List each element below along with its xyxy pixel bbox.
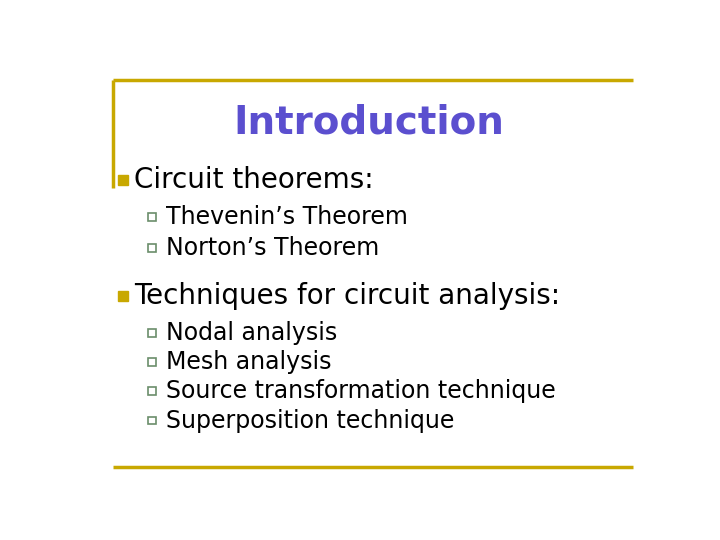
Text: Techniques for circuit analysis:: Techniques for circuit analysis: [134,282,560,310]
Bar [148,417,156,424]
Text: Superposition technique: Superposition technique [166,409,454,433]
Text: Norton’s Theorem: Norton’s Theorem [166,236,379,260]
Text: Introduction: Introduction [233,103,505,141]
Bar [148,213,156,221]
Text: Thevenin’s Theorem: Thevenin’s Theorem [166,205,408,229]
Bar [148,329,156,336]
Text: Source transformation technique: Source transformation technique [166,379,556,403]
Text: Nodal analysis: Nodal analysis [166,321,337,345]
Bar [148,387,156,395]
Bar [117,291,127,301]
Text: Circuit theorems:: Circuit theorems: [134,166,374,194]
Text: Mesh analysis: Mesh analysis [166,350,331,374]
Bar [148,244,156,252]
Bar [117,176,127,185]
Bar [148,358,156,366]
